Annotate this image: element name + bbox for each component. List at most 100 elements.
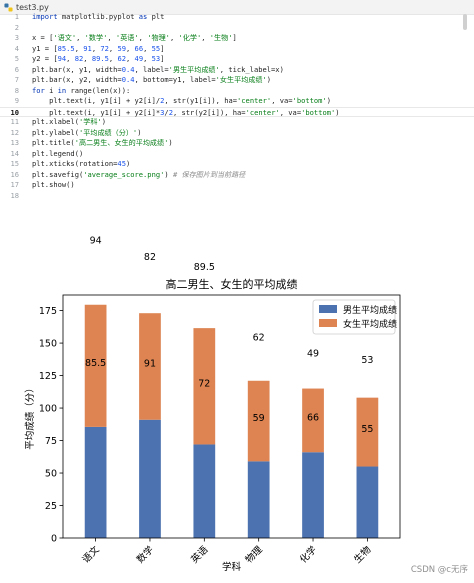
- data-label: 82: [144, 252, 156, 263]
- bar: [302, 452, 324, 538]
- code-lines[interactable]: 1 import matplotlib.pyplot as plt 2 3 x = ['…: [0, 12, 474, 201]
- y-tick-label: 150: [39, 339, 57, 350]
- data-label: 49: [307, 349, 319, 360]
- code-line[interactable]: 14 plt.legend(): [0, 149, 474, 160]
- code-line[interactable]: 5 y2 = [94, 82, 89.5, 62, 49, 53]: [0, 54, 474, 65]
- data-label: 55: [361, 424, 373, 435]
- code-text[interactable]: x = ['语文', '数学', '英语', '物理', '化学', '生物']: [32, 33, 237, 42]
- code-text[interactable]: y1 = [85.5, 91, 72, 59, 66, 55]: [32, 43, 165, 53]
- y-tick-label: 25: [45, 501, 57, 512]
- data-label: 85.5: [85, 358, 106, 369]
- bar: [193, 444, 216, 538]
- line-number: 11: [10, 117, 19, 126]
- data-label: 53: [361, 355, 373, 366]
- bar: [84, 426, 107, 538]
- code-line[interactable]: 13 plt.title('高二男生、女生的平均成绩'): [0, 138, 474, 149]
- code-text[interactable]: y2 = [94, 82, 89.5, 62, 49, 53]: [32, 54, 165, 63]
- code-text[interactable]: plt.title('高二男生、女生的平均成绩'): [32, 138, 173, 147]
- data-label: 66: [307, 412, 319, 423]
- code-line[interactable]: 10 plt.text(i, y1[i] + y2[i]*3/2, str(y2…: [0, 106, 474, 117]
- data-label: 62: [253, 332, 265, 343]
- y-tick-label: 125: [39, 371, 57, 382]
- y-tick-label: 0: [51, 534, 57, 545]
- bar: [139, 313, 161, 420]
- code-text[interactable]: plt.savefig('average_score.png') # 保存图片到…: [32, 169, 246, 179]
- data-label: 59: [253, 413, 265, 424]
- code-line[interactable]: 3 x = ['语文', '数学', '英语', '物理', '化学', '生物'…: [0, 33, 474, 44]
- code-line[interactable]: 16 plt.savefig('average_score.png') # 保存图…: [0, 170, 474, 181]
- bar: [247, 380, 270, 462]
- code-text[interactable]: plt.xticks(rotation=45): [32, 159, 131, 168]
- y-tick-label: 175: [39, 306, 57, 317]
- data-label: 89.5: [194, 262, 215, 273]
- code-text[interactable]: plt.text(i, y1[i] + y2[i]*3/2, str(y2[i]…: [32, 107, 340, 117]
- code-text[interactable]: plt.ylabel('平均成绩（分）'): [32, 127, 142, 137]
- bar: [356, 397, 379, 467]
- y-axis-label: 平均成绩（分）: [24, 383, 36, 450]
- x-tick-label: 化学: [297, 544, 319, 566]
- bar: [84, 304, 107, 427]
- y-tick-label: 75: [45, 436, 57, 447]
- chart-title: 高二男生、女生的平均成绩: [166, 277, 298, 291]
- data-label: 91: [144, 358, 156, 369]
- legend-swatch: [319, 319, 337, 327]
- code-text[interactable]: plt.xlabel('学科'): [32, 117, 106, 126]
- figure-output: 0 25 50 75 100 125 150 175 语文 数学 英语 物理 化学 生物 85.5 94 91 8…: [0, 220, 474, 579]
- bar: [247, 461, 270, 538]
- line-number: 13: [10, 138, 19, 147]
- watermark: CSDN @c无序: [410, 565, 468, 575]
- code-editor[interactable]: test3.py 1 import matplotlib.pyplot as pl…: [0, 0, 474, 220]
- data-label: 72: [198, 378, 210, 389]
- line-number: 1: [14, 12, 19, 21]
- stacked-bar-chart: 0 25 50 75 100 125 150 175 语文 数学 英语 物理 化学 生物 85.5 94 91 8…: [24, 236, 401, 573]
- bar: [193, 328, 216, 445]
- editor-scrollbar[interactable]: [463, 14, 467, 30]
- code-line[interactable]: 12 plt.ylabel('平均成绩（分）'): [0, 128, 474, 139]
- line-number: 2: [14, 22, 19, 32]
- legend-label: 女生平均成绩: [343, 318, 397, 330]
- code-line[interactable]: 1 import matplotlib.pyplot as plt: [0, 12, 474, 23]
- y-tick-label: 50: [45, 469, 57, 480]
- line-number: 6: [14, 64, 19, 74]
- x-tick-label: 英语: [189, 543, 211, 565]
- plot-frame: [62, 294, 401, 539]
- line-number: 14: [10, 148, 19, 158]
- line-number: 12: [10, 127, 19, 137]
- code-line[interactable]: 11 plt.xlabel('学科'): [0, 117, 474, 128]
- file-tab[interactable]: test3.py: [4, 1, 49, 13]
- code-text[interactable]: import matplotlib.pyplot as plt: [32, 12, 165, 21]
- line-number: 3: [14, 33, 19, 42]
- line-number: 4: [14, 43, 19, 53]
- code-line[interactable]: 18: [0, 191, 474, 202]
- bar: [139, 419, 161, 538]
- legend-swatch: [319, 305, 337, 313]
- y-tick-label: 100: [39, 404, 57, 415]
- code-text[interactable]: for i in range(len(x)):: [32, 85, 131, 95]
- code-line[interactable]: 17 plt.show(): [0, 180, 474, 191]
- code-line[interactable]: 9 plt.text(i, y1[i] + y2[i]/2, str(y1[i]…: [0, 96, 474, 107]
- x-tick-label: 物理: [243, 543, 265, 565]
- line-number: 15: [10, 159, 19, 168]
- code-line[interactable]: 4 y1 = [85.5, 91, 72, 59, 66, 55]: [0, 44, 474, 55]
- code-line[interactable]: 6 plt.bar(x, y1, width=0.4, label='男生平均成绩…: [0, 65, 474, 76]
- line-number: 16: [10, 169, 19, 179]
- x-axis-label: 学科: [222, 561, 242, 573]
- code-line[interactable]: 2: [0, 23, 474, 34]
- code-text[interactable]: plt.bar(x, y2, width=0.4, bottom=y1, lab…: [32, 75, 272, 84]
- code-line[interactable]: 8 for i in range(len(x)):: [0, 86, 474, 97]
- code-text[interactable]: plt.bar(x, y1, width=0.4, label='男生平均成绩'…: [32, 64, 284, 74]
- python-file-icon: [4, 2, 13, 12]
- code-text[interactable]: plt.legend(): [32, 148, 84, 158]
- line-number: 7: [14, 75, 19, 84]
- line-number: 9: [14, 96, 19, 105]
- file-tab-label: test3.py: [16, 2, 49, 12]
- legend-label: 男生平均成绩: [343, 304, 397, 316]
- x-tick-label: 数学: [134, 544, 156, 566]
- x-tick-label: 生物: [352, 543, 374, 565]
- code-text[interactable]: plt.show(): [32, 180, 75, 189]
- x-tick-label: 语文: [80, 543, 102, 565]
- bar: [356, 466, 379, 538]
- code-line[interactable]: 15 plt.xticks(rotation=45): [0, 159, 474, 170]
- code-line[interactable]: 7 plt.bar(x, y2, width=0.4, bottom=y1, la…: [0, 75, 474, 86]
- code-text[interactable]: plt.text(i, y1[i] + y2[i]/2, str(y1[i]),…: [32, 96, 331, 105]
